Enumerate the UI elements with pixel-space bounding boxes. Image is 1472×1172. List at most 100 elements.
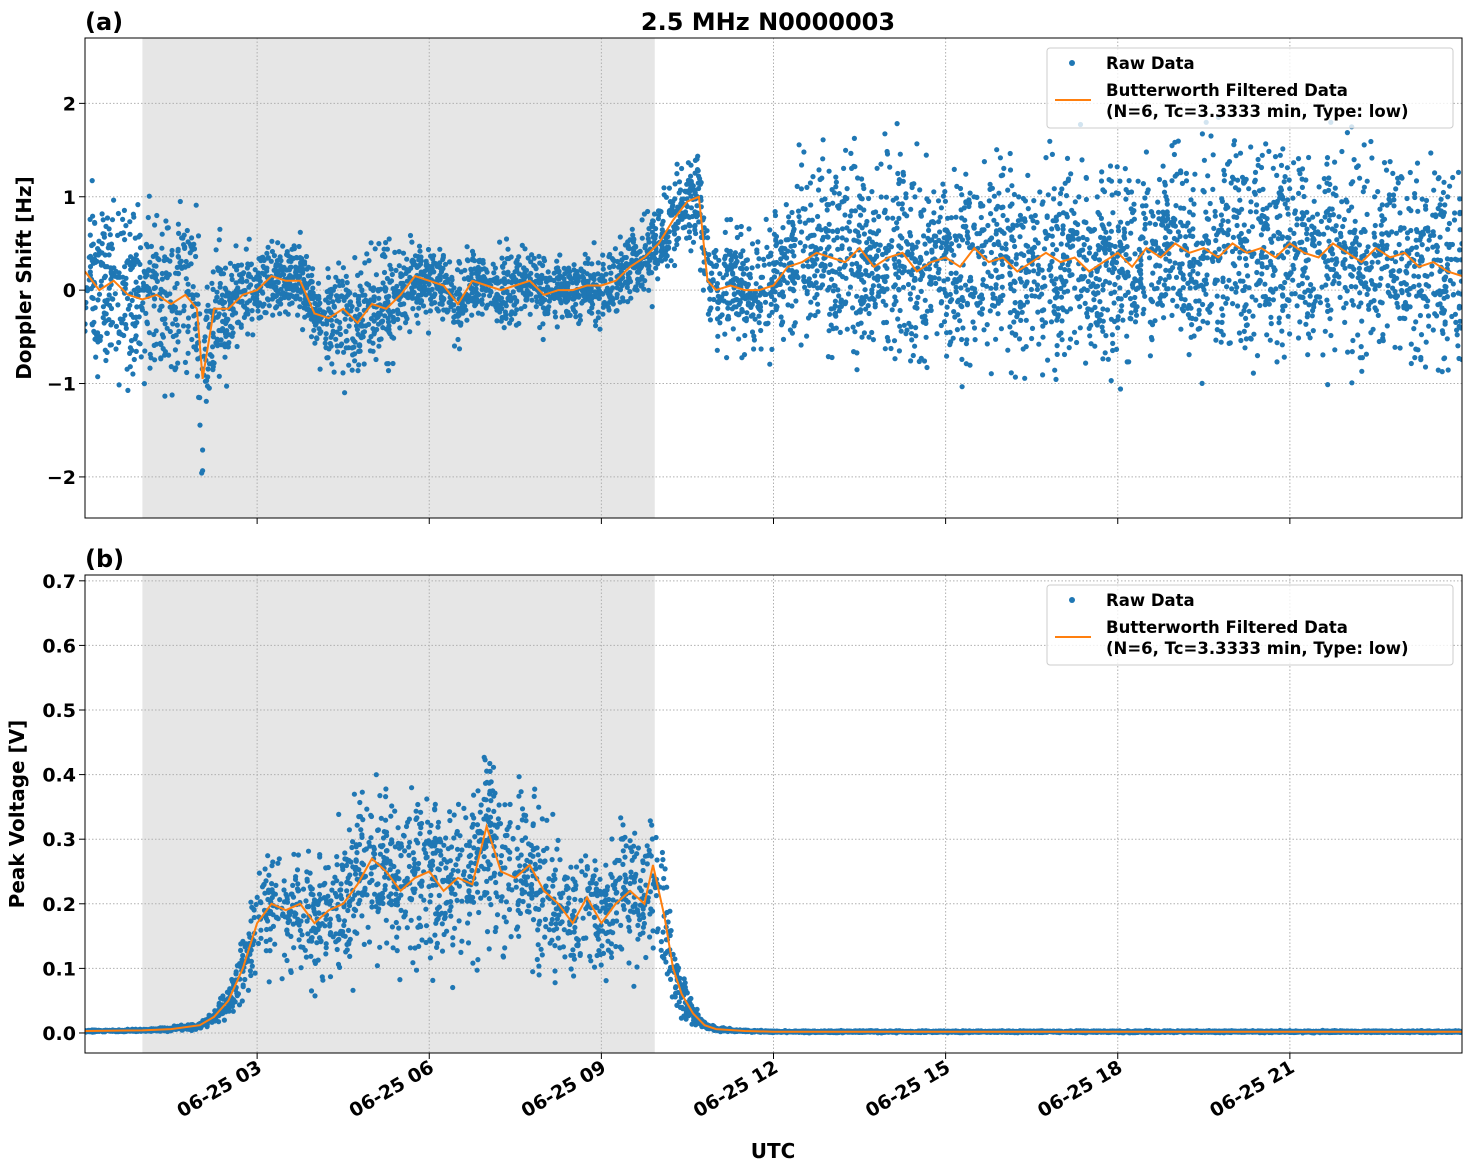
raw-data-point — [849, 261, 855, 267]
raw-data-point — [193, 253, 199, 260]
raw-data-point — [416, 305, 422, 311]
raw-data-point — [276, 268, 282, 274]
raw-data-point — [1081, 242, 1087, 248]
raw-data-point — [157, 307, 163, 313]
raw-data-point — [1234, 284, 1240, 290]
raw-data-point — [786, 219, 792, 225]
raw-data-point — [1169, 312, 1175, 318]
raw-data-point — [1035, 262, 1041, 268]
raw-data-point — [730, 326, 736, 332]
raw-data-point — [182, 359, 188, 365]
raw-data-point — [1132, 251, 1138, 257]
raw-data-point — [980, 282, 986, 288]
raw-data-point — [1337, 294, 1343, 300]
raw-data-point — [694, 203, 700, 209]
raw-data-point — [1262, 302, 1268, 308]
raw-data-point — [392, 249, 398, 255]
raw-data-point — [357, 342, 363, 348]
raw-data-point — [1157, 299, 1163, 305]
raw-data-point — [1095, 312, 1101, 319]
raw-data-point — [858, 320, 864, 326]
raw-data-point — [967, 245, 973, 251]
raw-data-point — [1435, 176, 1441, 182]
raw-data-point — [1440, 213, 1446, 219]
raw-data-point — [888, 345, 894, 352]
raw-data-point — [112, 291, 118, 297]
raw-data-point — [875, 265, 881, 271]
raw-data-point — [1317, 231, 1323, 237]
raw-data-point — [766, 261, 773, 267]
raw-data-point — [280, 243, 286, 249]
raw-data-point — [1323, 282, 1329, 288]
raw-data-point — [1458, 257, 1462, 263]
raw-data-point — [400, 250, 407, 256]
raw-data-point — [789, 231, 796, 237]
raw-data-point — [1053, 376, 1059, 382]
raw-data-point — [1162, 235, 1168, 241]
raw-data-point — [127, 364, 133, 370]
raw-data-point — [896, 243, 902, 249]
raw-data-point — [1179, 306, 1185, 312]
raw-data-point — [1455, 169, 1462, 175]
raw-data-point — [859, 225, 865, 231]
raw-data-point — [1296, 282, 1302, 288]
raw-data-point — [959, 336, 965, 343]
raw-data-point — [290, 283, 296, 289]
raw-data-point — [1236, 330, 1242, 336]
raw-data-point — [680, 196, 686, 202]
raw-data-point — [1377, 206, 1383, 212]
raw-data-point — [425, 287, 431, 293]
raw-data-point — [577, 317, 584, 323]
raw-data-point — [730, 270, 736, 276]
raw-data-point — [772, 209, 778, 215]
raw-data-point — [481, 292, 487, 298]
raw-data-point — [1213, 237, 1219, 244]
raw-data-point — [1129, 282, 1135, 288]
raw-data-point — [924, 364, 930, 371]
raw-data-point — [421, 280, 427, 286]
raw-data-point — [1169, 178, 1175, 184]
raw-data-point — [1392, 344, 1398, 350]
raw-data-point — [316, 301, 322, 308]
raw-data-point — [595, 315, 602, 321]
raw-data-point — [692, 223, 698, 230]
raw-data-point — [991, 241, 997, 248]
raw-data-point — [381, 269, 388, 276]
raw-data-point — [672, 181, 678, 187]
raw-data-point — [1200, 318, 1206, 324]
raw-data-point — [1330, 212, 1336, 218]
raw-data-point — [85, 328, 88, 334]
raw-data-point — [440, 252, 446, 259]
raw-data-point — [492, 265, 498, 271]
raw-data-point — [1119, 303, 1125, 309]
raw-data-point — [780, 336, 787, 342]
raw-data-point — [1344, 130, 1350, 136]
raw-data-point — [172, 285, 178, 291]
raw-data-point — [884, 334, 891, 341]
raw-data-point — [1375, 259, 1381, 265]
raw-data-point — [1023, 344, 1029, 350]
raw-data-point — [960, 325, 966, 331]
raw-data-point — [957, 318, 963, 324]
raw-data-point — [1252, 169, 1259, 175]
raw-data-point — [1160, 163, 1166, 169]
raw-data-point — [1212, 208, 1218, 215]
raw-data-point — [1126, 359, 1132, 365]
raw-data-point — [431, 293, 437, 300]
raw-data-point — [1419, 196, 1425, 202]
raw-data-point — [918, 213, 925, 219]
raw-data-point — [873, 209, 879, 215]
raw-data-point — [1224, 296, 1230, 302]
raw-data-point — [342, 316, 348, 322]
raw-data-point — [1124, 333, 1130, 339]
raw-data-point — [155, 255, 161, 262]
raw-data-point — [706, 252, 712, 258]
raw-data-point — [496, 294, 502, 300]
raw-data-point — [756, 313, 762, 319]
chart-title: 2.5 MHz N0000003 — [641, 8, 895, 36]
raw-data-point — [651, 211, 658, 217]
raw-data-point — [1200, 255, 1206, 262]
raw-data-point — [887, 164, 893, 170]
raw-data-point — [612, 246, 619, 252]
raw-data-point — [717, 271, 723, 277]
